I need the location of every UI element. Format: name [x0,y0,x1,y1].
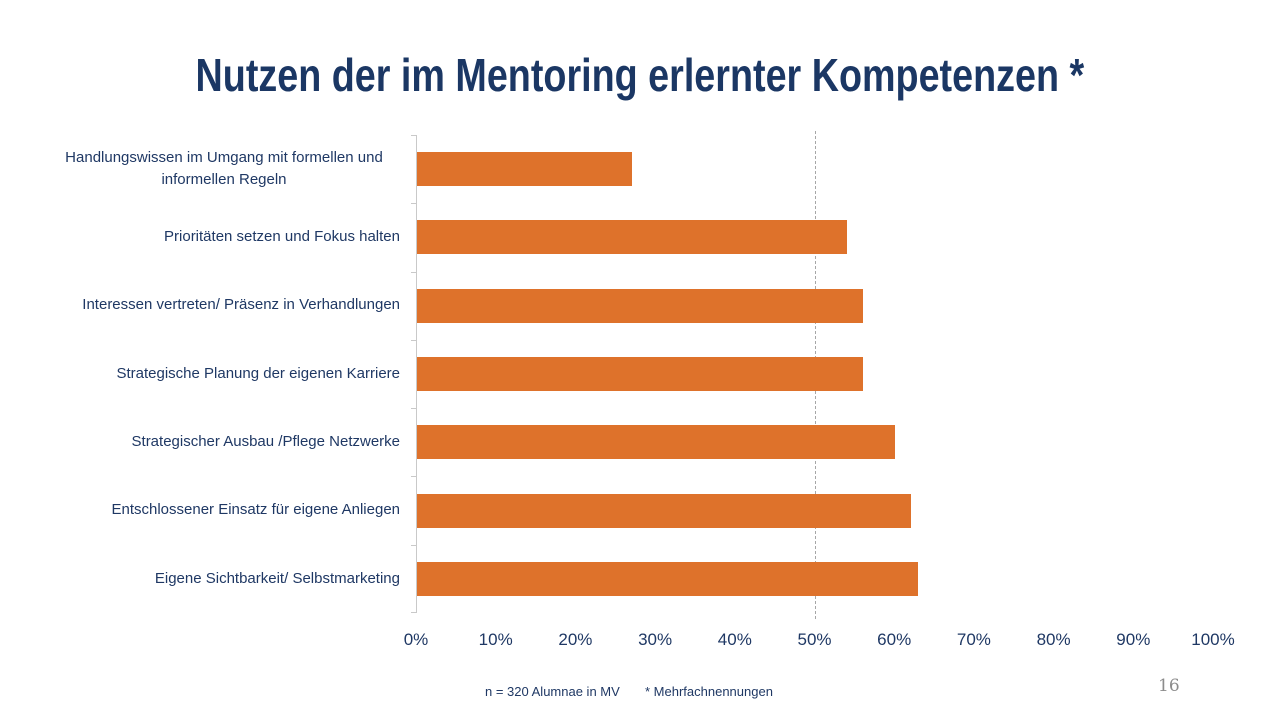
bar-2 [417,288,863,323]
category-label: Handlungswissen im Umgang mit formellen … [48,135,400,203]
category-label-text: Entschlossener Einsatz für eigene Anlieg… [111,501,400,519]
x-tick-label: 80% [1036,630,1071,649]
category-label-text: Strategischer Ausbau /Pflege Netzwerke [131,433,400,451]
category-label: Entschlossener Einsatz für eigene Anlieg… [48,476,400,544]
asterisk-note: * Mehrfachnennungen [645,684,773,699]
axis-tick-mark [411,476,417,477]
x-tick-label: 100% [1191,630,1235,649]
category-label: Interessen vertreten/ Präsenz in Verhand… [48,272,400,340]
category-label-text: Prioritäten setzen und Fokus halten [164,228,400,246]
x-tick-label: 70% [956,630,991,649]
sample-size-note: n = 320 Alumnae in MV [485,684,620,699]
x-tick-label: 0% [403,630,429,649]
x-tick-label: 30% [638,630,673,649]
plot-area [411,131,1213,619]
category-axis-labels: Handlungswissen im Umgang mit formellen … [48,135,400,613]
bar-6 [417,561,919,596]
bar-0 [417,152,632,187]
category-label-text: Interessen vertreten/ Präsenz in Verhand… [82,296,400,314]
category-label-text: Handlungswissen im Umgang mit formellen … [65,148,383,189]
axis-tick-mark [411,612,417,613]
page-number: 16 [1158,676,1180,696]
x-tick-label: 50% [797,630,832,649]
bar-3 [417,357,863,391]
category-label: Prioritäten setzen und Fokus halten [48,203,400,271]
x-tick-label: 20% [558,630,593,649]
category-label: Strategischer Ausbau /Pflege Netzwerke [48,408,400,476]
x-tick-label: 10% [478,630,513,649]
bar-5 [417,493,911,528]
axis-tick-mark [411,408,417,409]
axis-tick-mark [411,272,417,273]
axis-tick-mark [411,203,417,204]
x-tick-label: 60% [877,630,912,649]
bar-4 [417,425,895,460]
category-label-text: Eigene Sichtbarkeit/ Selbstmarketing [154,569,400,587]
x-tick-label: 40% [717,630,752,649]
bar-1 [417,220,847,255]
axis-tick-mark [411,135,417,136]
axis-tick-mark [411,545,417,546]
category-label: Eigene Sichtbarkeit/ Selbstmarketing [48,545,400,613]
category-label: Strategische Planung der eigenen Karrier… [48,340,400,408]
x-tick-label: 90% [1116,630,1151,649]
axis-tick-mark [411,340,417,341]
category-label-text: Strategische Planung der eigenen Karrier… [116,364,400,382]
chart-title: Nutzen der im Mentoring erlernter Kompet… [0,50,1280,101]
chart-title-text: Nutzen der im Mentoring erlernter Kompet… [195,49,1085,101]
x-axis: 0% 10% 20% 30% 40% 50% 60% 70% 80% 90% 100% [404,630,1235,652]
